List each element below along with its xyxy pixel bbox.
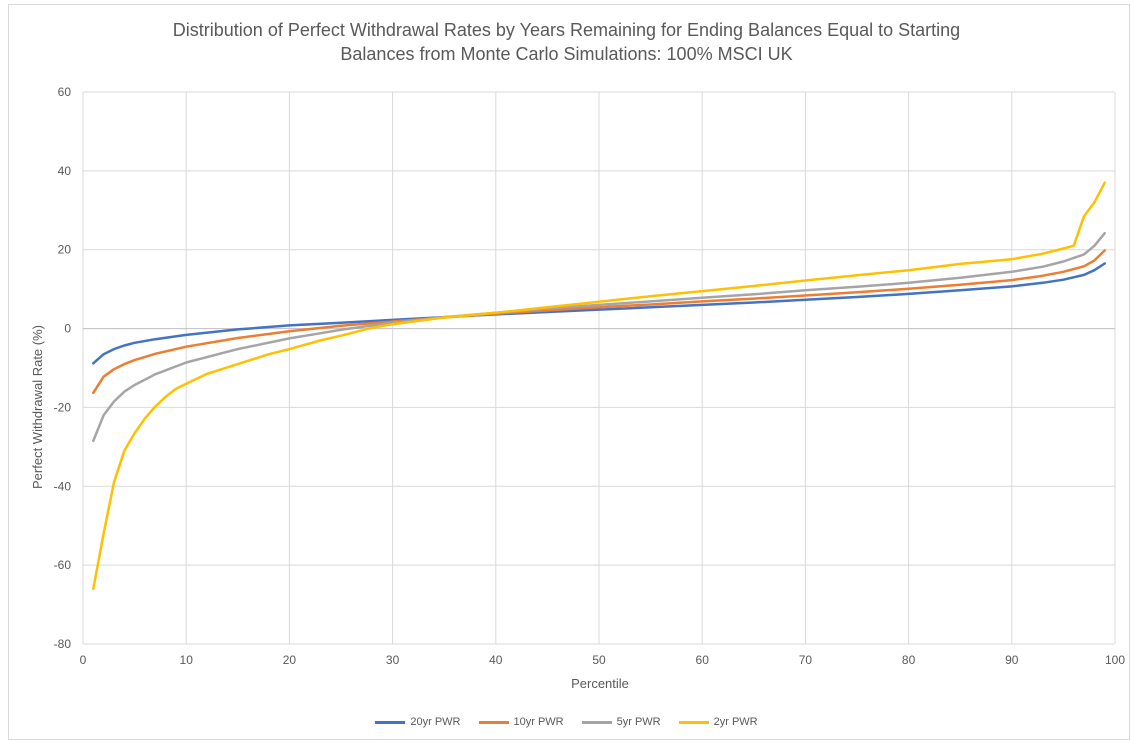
x-tick-label: 40 xyxy=(489,653,503,667)
x-tick-label: 60 xyxy=(696,653,710,667)
chart-title: Distribution of Perfect Withdrawal Rates… xyxy=(172,20,961,64)
legend-item: 10yr PWR xyxy=(478,716,564,728)
y-tick-label: -60 xyxy=(54,558,72,572)
x-tick-label: 100 xyxy=(1105,653,1125,667)
y-tick-label: -40 xyxy=(54,479,72,493)
x-tick-label: 0 xyxy=(80,653,87,667)
legend-item: 20yr PWR xyxy=(375,716,461,728)
x-tick-label: 70 xyxy=(799,653,813,667)
x-tick-label: 90 xyxy=(1005,653,1019,667)
series-line-2yr-pwr xyxy=(92,181,1106,591)
series-lines xyxy=(92,181,1106,591)
y-axis-title: Perfect Withdrawal Rate (%) xyxy=(30,325,45,489)
legend-label: 10yr PWR xyxy=(513,716,564,728)
tick-labels: 0 10 20 30 40 50 60 70 80 90 100 -80 -60 -40 -20 0 20 40 6… xyxy=(54,85,1126,667)
y-tick-label: 60 xyxy=(58,85,72,99)
legend: 20yr PWR 10yr PWR 5yr PWR 2yr PWR xyxy=(0,716,1133,728)
legend-swatch xyxy=(678,720,709,724)
y-tick-label: 20 xyxy=(58,243,72,257)
legend-swatch xyxy=(478,720,509,724)
x-axis-title: Percentile xyxy=(571,676,629,691)
legend-label: 2yr PWR xyxy=(713,716,758,728)
y-tick-label: 0 xyxy=(64,322,71,336)
y-tick-label: 40 xyxy=(58,164,72,178)
legend-item: 5yr PWR xyxy=(581,716,661,728)
legend-label: 5yr PWR xyxy=(616,716,661,728)
legend-swatch xyxy=(375,720,406,724)
gridlines xyxy=(82,91,1116,645)
series-line-10yr-pwr xyxy=(92,249,1106,395)
legend-item: 2yr PWR xyxy=(678,716,758,728)
y-tick-label: -80 xyxy=(54,637,72,651)
legend-swatch xyxy=(581,720,612,724)
series-line-20yr-pwr xyxy=(92,262,1106,365)
legend-label: 20yr PWR xyxy=(410,716,461,728)
x-tick-label: 30 xyxy=(386,653,400,667)
series-line-5yr-pwr xyxy=(92,231,1106,443)
x-tick-label: 50 xyxy=(592,653,606,667)
x-tick-label: 80 xyxy=(902,653,916,667)
x-tick-label: 10 xyxy=(180,653,194,667)
chart-frame xyxy=(8,4,1130,740)
y-tick-label: -20 xyxy=(54,400,72,414)
x-tick-label: 20 xyxy=(283,653,297,667)
